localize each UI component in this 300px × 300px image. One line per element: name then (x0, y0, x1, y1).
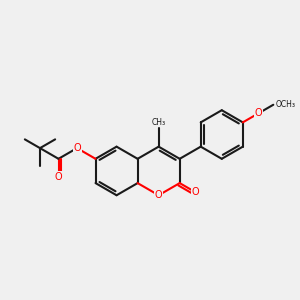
Text: O: O (55, 172, 62, 182)
Text: OCH₃: OCH₃ (276, 100, 296, 109)
Text: O: O (192, 187, 199, 197)
Text: O: O (155, 190, 163, 200)
Text: CH₃: CH₃ (152, 118, 166, 127)
Text: O: O (73, 143, 81, 153)
Text: O: O (255, 108, 262, 118)
